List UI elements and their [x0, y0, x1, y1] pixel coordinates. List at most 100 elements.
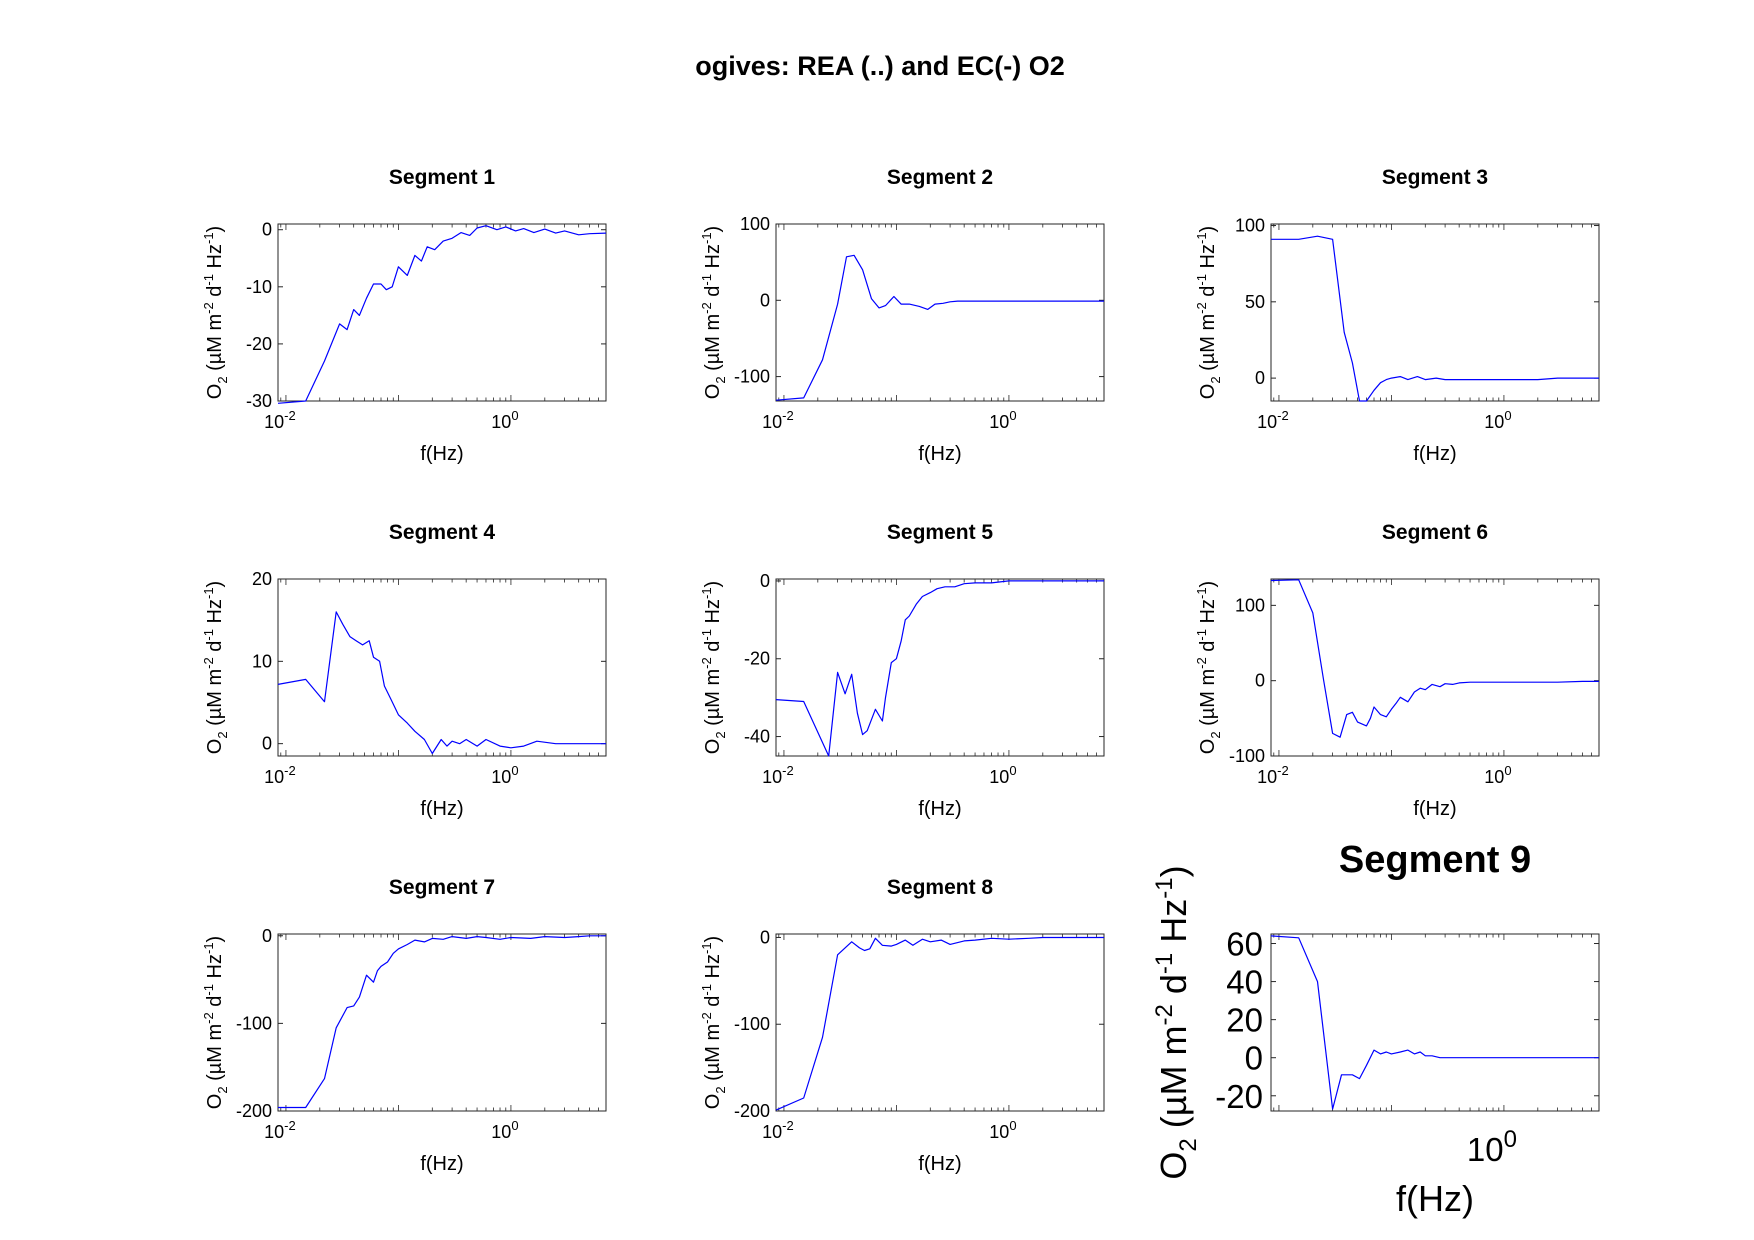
axes-frame: [277, 578, 607, 757]
data-line-series-1: [775, 254, 1104, 401]
y-axis-label-part: ): [1197, 581, 1219, 588]
y-tick-label: 0: [1255, 368, 1265, 388]
y-tick-label: 60: [1226, 926, 1263, 963]
x-tick-base: 10: [989, 412, 1009, 432]
y-axis-label-part: Hz: [1197, 599, 1219, 629]
y-axis-label-part: O: [204, 1094, 226, 1110]
y-axis-label: O2 (µM m-2 d-1 Hz-1): [1194, 581, 1223, 754]
x-axis-label: f(Hz): [1413, 798, 1456, 820]
y-tick-label: -20: [246, 334, 272, 354]
y-axis-label-part: d: [1197, 641, 1219, 658]
y-axis-label-part: -1: [699, 984, 714, 996]
y-axis-label-part: O: [1197, 739, 1219, 755]
y-axis-label-part: d: [204, 996, 226, 1013]
y-axis-label-part: (µM m: [1197, 669, 1219, 732]
y-tick-label: -100: [236, 1013, 272, 1033]
y-axis-label-part: d: [1197, 286, 1219, 303]
y-axis-label-part: ): [702, 226, 724, 233]
y-axis-label-part: -1: [699, 587, 714, 599]
x-tick-label: 100: [989, 408, 1016, 432]
y-tick-label: 50: [1245, 292, 1265, 312]
x-tick-label: 100: [1484, 408, 1511, 432]
y-axis-label-part: -1: [1194, 232, 1209, 244]
y-axis-label-part: -2: [201, 1012, 216, 1024]
x-tick-base: 10: [1484, 767, 1504, 787]
y-axis-label-part: O: [702, 1094, 724, 1110]
x-tick-label: 10-2: [264, 763, 296, 787]
data-line-series-1: [1270, 935, 1599, 1110]
subplot-title: Segment 6: [1382, 521, 1488, 544]
x-tick-base: 10: [762, 1122, 782, 1142]
y-axis-label-part: d: [204, 641, 226, 658]
y-axis-label-part: (µM m: [204, 314, 226, 377]
y-tick-label: -10: [246, 277, 272, 297]
y-tick-label: 0: [760, 571, 770, 591]
x-tick-exponent: -2: [284, 1118, 296, 1133]
y-axis-label-part: -1: [201, 629, 216, 641]
y-axis-label-part: ): [1153, 865, 1194, 877]
y-axis-label: O2 (µM m-2 d-1 Hz-1): [201, 581, 230, 754]
y-tick-label: 20: [1226, 1002, 1263, 1039]
axes-frame: [775, 578, 1105, 757]
data-line-series-1: [775, 580, 1104, 757]
y-tick-label: 100: [1235, 216, 1265, 236]
x-axis-label: f(Hz): [918, 443, 961, 465]
x-tick-base: 10: [264, 1122, 284, 1142]
x-tick-exponent: 0: [1009, 1118, 1016, 1133]
x-tick-label: 10-2: [264, 408, 296, 432]
data-line-series-1: [277, 611, 606, 755]
x-axis-label: f(Hz): [420, 798, 463, 820]
y-axis-label-part: -1: [1194, 587, 1209, 599]
y-axis-label-part: 2: [713, 376, 728, 383]
y-axis-label-part: 2: [713, 1086, 728, 1093]
subplot-title: Segment 1: [389, 166, 496, 189]
x-tick-exponent: -2: [1277, 763, 1289, 778]
subplot-title: Segment 9: [1339, 839, 1531, 881]
y-tick-label: -40: [744, 727, 770, 747]
x-tick-exponent: 0: [511, 408, 518, 423]
y-axis-label-part: Hz: [702, 244, 724, 274]
x-tick-exponent: -2: [782, 1118, 794, 1133]
x-tick-base: 10: [491, 412, 511, 432]
data-line-series-1: [775, 936, 1104, 1111]
y-axis-label-part: (µM m: [702, 669, 724, 732]
y-tick-label: -20: [1215, 1078, 1263, 1115]
data-line-series-1: [1270, 579, 1599, 738]
y-axis-label-part: -2: [699, 1012, 714, 1024]
y-axis-label-part: 2: [1208, 731, 1223, 738]
y-axis-label-part: O: [702, 384, 724, 400]
y-tick-label: 0: [262, 220, 272, 240]
y-axis-label: O2 (µM m-2 d-1 Hz-1): [699, 581, 728, 754]
x-tick-base: 10: [491, 767, 511, 787]
y-tick-label: 0: [262, 926, 272, 946]
y-axis-label-part: (µM m: [204, 1024, 226, 1087]
y-tick-label: 0: [1245, 1040, 1263, 1077]
x-tick-exponent: 0: [1504, 763, 1511, 778]
y-axis-label-part: d: [702, 286, 724, 303]
y-axis-label-part: ): [702, 936, 724, 943]
y-axis-label-part: -2: [1151, 1004, 1178, 1025]
y-axis-label-part: ): [204, 936, 226, 943]
y-axis-label-part: -1: [699, 629, 714, 641]
y-tick-label: 0: [760, 290, 770, 310]
axes-frame: [1270, 223, 1600, 402]
y-axis-label-part: ): [204, 581, 226, 588]
x-tick-label: 10-2: [762, 408, 794, 432]
axes-frame: [1270, 933, 1600, 1112]
x-tick-base: 10: [762, 412, 782, 432]
y-axis-label-part: -1: [1151, 953, 1178, 974]
axes-frame: [775, 223, 1105, 402]
y-axis-label-part: -2: [201, 302, 216, 314]
x-tick-label: 100: [491, 763, 518, 787]
y-tick-label: -100: [734, 367, 770, 387]
x-tick-exponent: 0: [1504, 408, 1511, 423]
y-axis-label-part: O: [1153, 1152, 1194, 1180]
x-axis-label: f(Hz): [420, 1153, 463, 1175]
y-axis-label-part: d: [702, 641, 724, 658]
x-tick-label: 100: [989, 763, 1016, 787]
